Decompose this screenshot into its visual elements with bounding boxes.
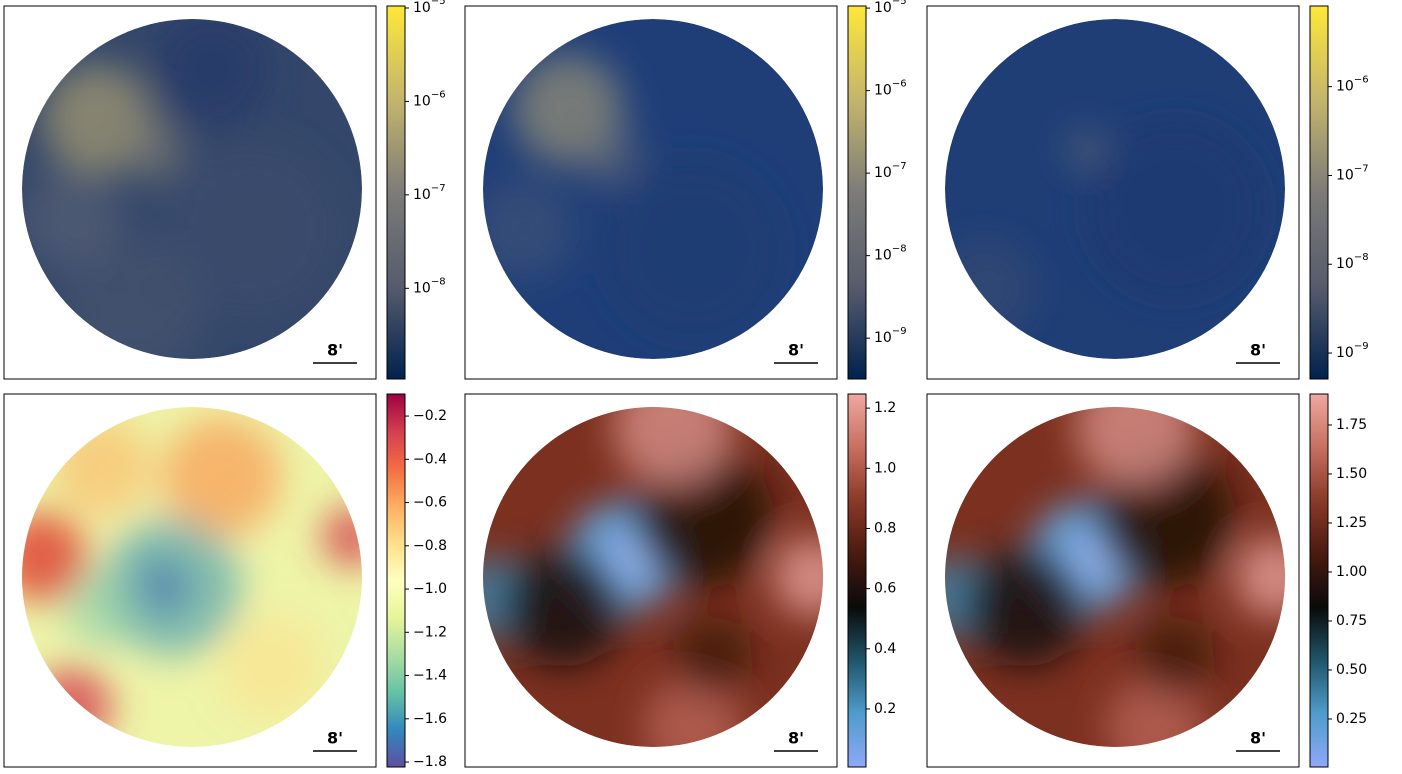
- colorbar-tick-label: 10−9: [1336, 341, 1369, 361]
- colorbar-tick-label: 10−5: [874, 0, 907, 16]
- colorbar-tick-label: 10−6: [874, 79, 907, 99]
- tick-exponent: −9: [892, 326, 907, 337]
- colorbar-tick-label: 10−7: [413, 183, 446, 203]
- colorbar-tick-label: 0.6: [874, 581, 896, 597]
- colorbar: [1309, 393, 1329, 768]
- colorbar-tick-label: 10−6: [1336, 75, 1369, 95]
- axes-frame: [3, 5, 377, 380]
- colorbar-tick-label: 10−7: [874, 161, 907, 181]
- tick-base: 10: [1336, 256, 1354, 272]
- colorbar: [847, 5, 867, 380]
- colorbar-tick-label: 0.4: [874, 641, 896, 657]
- colorbar-tick-label: 0.50: [1336, 662, 1367, 678]
- colorbar-tick-label: 1.00: [1336, 564, 1367, 580]
- colorbar-tick-label: 10−8: [874, 244, 907, 264]
- tick-base: 10: [874, 165, 892, 181]
- panel: 8'10−510−610−710−810−9: [464, 0, 907, 380]
- colorbar-tick-label: −1.2: [413, 624, 447, 640]
- colorbar-tick-label: 1.50: [1336, 466, 1367, 482]
- colorbar-tick-label: 10−5: [413, 0, 446, 16]
- colorbar-tick-label: −0.6: [413, 495, 447, 511]
- tick-exponent: −7: [1354, 163, 1369, 174]
- colorbar: [386, 5, 406, 380]
- tick-exponent: −9: [1354, 341, 1369, 352]
- tick-base: 10: [413, 0, 431, 16]
- colorbar-tick-label: 1.75: [1336, 417, 1367, 433]
- sky-map: [483, 407, 823, 747]
- tick-base: 10: [874, 0, 892, 16]
- colorbar-tick-label: 10−9: [874, 326, 907, 346]
- tick-base: 10: [413, 93, 431, 109]
- colorbar: [847, 393, 867, 768]
- tick-base: 10: [413, 280, 431, 296]
- scale-bar-label: 8': [1250, 341, 1266, 360]
- axes-frame: [464, 5, 838, 380]
- colorbar: [386, 393, 406, 768]
- tick-exponent: −7: [431, 183, 446, 194]
- colorbar-tick-label: 0.8: [874, 520, 896, 536]
- sky-map: [945, 407, 1285, 747]
- tick-base: 10: [874, 83, 892, 99]
- axes-frame: [926, 5, 1300, 380]
- scale-bar-label: 8': [327, 341, 343, 360]
- colorbar-tick-label: −1.8: [413, 754, 447, 770]
- axes-frame: [464, 393, 838, 768]
- panel: 8' −0.2 −0.4 −0.6 −0.8 −1.0 −1.2 −1.4 −1.6 −1.8: [3, 393, 447, 770]
- tick-exponent: −6: [1354, 75, 1369, 86]
- scale-bar-label: 8': [788, 729, 804, 748]
- colorbar-tick-label: −1.4: [413, 668, 447, 684]
- scale-bar-label: 8': [788, 341, 804, 360]
- tick-exponent: −7: [892, 161, 907, 172]
- axes-frame: [3, 393, 377, 768]
- colorbar-tick-label: 10−8: [1336, 252, 1369, 272]
- sky-map: [483, 19, 823, 359]
- tick-base: 10: [1336, 167, 1354, 183]
- panel: 8'10−510−610−710−8: [3, 0, 446, 380]
- sky-map: [945, 19, 1285, 359]
- scale-bar-label: 8': [327, 729, 343, 748]
- panel: 8'10−610−710−810−9: [926, 5, 1369, 380]
- tick-exponent: −6: [431, 89, 446, 100]
- colorbar-tick-label: −1.6: [413, 711, 447, 727]
- sky-map: [22, 19, 362, 359]
- colorbar-tick-label: 0.2: [874, 701, 896, 717]
- colorbar-tick-label: −0.2: [413, 408, 447, 424]
- tick-exponent: −5: [431, 0, 446, 7]
- colorbar-tick-label: 1.25: [1336, 515, 1367, 531]
- tick-exponent: −8: [1354, 252, 1369, 263]
- tick-base: 10: [874, 330, 892, 346]
- tick-exponent: −5: [892, 0, 907, 7]
- tick-exponent: −6: [892, 79, 907, 90]
- axes-frame: [926, 393, 1300, 768]
- sky-map: [22, 407, 362, 747]
- colorbar-tick-label: 10−8: [413, 276, 446, 296]
- tick-base: 10: [413, 187, 431, 203]
- colorbar-tick-label: −1.0: [413, 581, 447, 597]
- tick-base: 10: [1336, 79, 1354, 95]
- colorbar-tick-label: 0.25: [1336, 711, 1367, 727]
- colorbar-tick-label: 1.0: [874, 460, 896, 476]
- tick-exponent: −8: [431, 276, 446, 287]
- colorbar: [1309, 5, 1329, 380]
- colorbar-tick-label: −0.4: [413, 451, 447, 467]
- panel: 8' 0.2 0.4 0.6 0.8 1.0 1.2: [464, 393, 896, 768]
- colorbar-tick-label: 10−7: [1336, 163, 1369, 183]
- tick-exponent: −8: [892, 244, 907, 255]
- scale-bar-label: 8': [1250, 729, 1266, 748]
- tick-base: 10: [1336, 345, 1354, 361]
- colorbar-tick-label: 1.2: [874, 400, 896, 416]
- panel: 8' 0.25 0.50 0.75 1.00 1.25 1.50 1.75: [926, 393, 1367, 768]
- tick-base: 10: [874, 248, 892, 264]
- colorbar-tick-label: 0.75: [1336, 613, 1367, 629]
- colorbar-tick-label: 10−6: [413, 89, 446, 109]
- colorbar-tick-label: −0.8: [413, 538, 447, 554]
